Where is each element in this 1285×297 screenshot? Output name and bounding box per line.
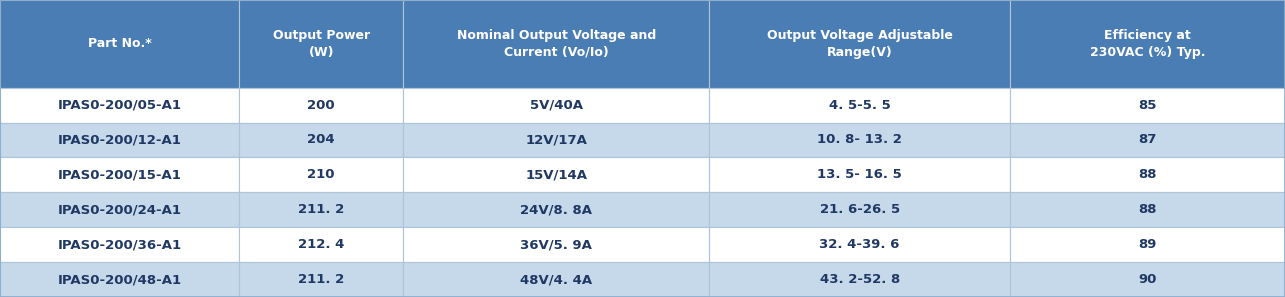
Text: 15V/14A: 15V/14A: [526, 168, 587, 181]
Text: 36V/5. 9A: 36V/5. 9A: [520, 238, 592, 251]
Bar: [403, 227, 709, 262]
Bar: [1010, 0, 1285, 88]
Bar: [709, 0, 1010, 88]
Text: 32. 4-39. 6: 32. 4-39. 6: [820, 238, 900, 251]
Bar: [709, 88, 1010, 122]
Text: 10. 8- 13. 2: 10. 8- 13. 2: [817, 133, 902, 146]
Bar: [239, 192, 403, 227]
Text: Efficiency at
230VAC (%) Typ.: Efficiency at 230VAC (%) Typ.: [1090, 29, 1205, 59]
Bar: [0, 157, 239, 192]
Text: IPAS0-200/05-A1: IPAS0-200/05-A1: [58, 99, 181, 112]
Bar: [709, 192, 1010, 227]
Bar: [0, 192, 239, 227]
Text: 12V/17A: 12V/17A: [526, 133, 587, 146]
Text: 43. 2-52. 8: 43. 2-52. 8: [820, 273, 900, 286]
Bar: [403, 122, 709, 157]
Bar: [709, 262, 1010, 297]
Text: 24V/8. 8A: 24V/8. 8A: [520, 203, 592, 216]
Bar: [403, 157, 709, 192]
Text: 13. 5- 16. 5: 13. 5- 16. 5: [817, 168, 902, 181]
Text: 88: 88: [1139, 168, 1156, 181]
Text: 204: 204: [307, 133, 335, 146]
Bar: [0, 122, 239, 157]
Text: 5V/40A: 5V/40A: [529, 99, 583, 112]
Text: 85: 85: [1139, 99, 1156, 112]
Bar: [1010, 192, 1285, 227]
Bar: [1010, 262, 1285, 297]
Text: IPAS0-200/36-A1: IPAS0-200/36-A1: [58, 238, 181, 251]
Bar: [1010, 88, 1285, 122]
Bar: [0, 0, 239, 88]
Bar: [239, 227, 403, 262]
Bar: [239, 0, 403, 88]
Text: 211. 2: 211. 2: [298, 203, 344, 216]
Bar: [709, 157, 1010, 192]
Bar: [403, 88, 709, 122]
Bar: [1010, 157, 1285, 192]
Bar: [0, 227, 239, 262]
Bar: [239, 122, 403, 157]
Bar: [1010, 122, 1285, 157]
Text: 90: 90: [1139, 273, 1156, 286]
Bar: [0, 88, 239, 122]
Text: IPAS0-200/24-A1: IPAS0-200/24-A1: [58, 203, 181, 216]
Bar: [709, 227, 1010, 262]
Text: 48V/4. 4A: 48V/4. 4A: [520, 273, 592, 286]
Text: Output Voltage Adjustable
Range(V): Output Voltage Adjustable Range(V): [767, 29, 952, 59]
Bar: [0, 262, 239, 297]
Text: 210: 210: [307, 168, 335, 181]
Bar: [1010, 227, 1285, 262]
Text: 4. 5-5. 5: 4. 5-5. 5: [829, 99, 891, 112]
Bar: [239, 262, 403, 297]
Text: IPAS0-200/48-A1: IPAS0-200/48-A1: [58, 273, 181, 286]
Text: 89: 89: [1139, 238, 1156, 251]
Text: 212. 4: 212. 4: [298, 238, 344, 251]
Text: 200: 200: [307, 99, 335, 112]
Text: 21. 6-26. 5: 21. 6-26. 5: [820, 203, 900, 216]
Text: IPAS0-200/15-A1: IPAS0-200/15-A1: [58, 168, 181, 181]
Bar: [403, 262, 709, 297]
Text: Part No.*: Part No.*: [87, 37, 152, 50]
Text: IPAS0-200/12-A1: IPAS0-200/12-A1: [58, 133, 181, 146]
Bar: [239, 88, 403, 122]
Text: 87: 87: [1139, 133, 1156, 146]
Text: 88: 88: [1139, 203, 1156, 216]
Bar: [239, 157, 403, 192]
Text: Output Power
(W): Output Power (W): [272, 29, 370, 59]
Bar: [709, 122, 1010, 157]
Bar: [403, 192, 709, 227]
Text: 211. 2: 211. 2: [298, 273, 344, 286]
Text: Nominal Output Voltage and
Current (Vo/Io): Nominal Output Voltage and Current (Vo/I…: [456, 29, 657, 59]
Bar: [403, 0, 709, 88]
